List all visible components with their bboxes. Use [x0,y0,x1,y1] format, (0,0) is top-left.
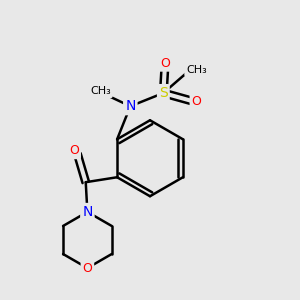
Text: O: O [191,95,201,108]
Text: O: O [69,144,79,157]
Text: S: S [159,86,168,100]
Text: O: O [82,262,92,275]
Text: N: N [125,99,136,113]
Text: CH₃: CH₃ [186,65,207,75]
Text: N: N [82,205,93,219]
Text: O: O [160,57,170,70]
Text: CH₃: CH₃ [90,86,111,96]
